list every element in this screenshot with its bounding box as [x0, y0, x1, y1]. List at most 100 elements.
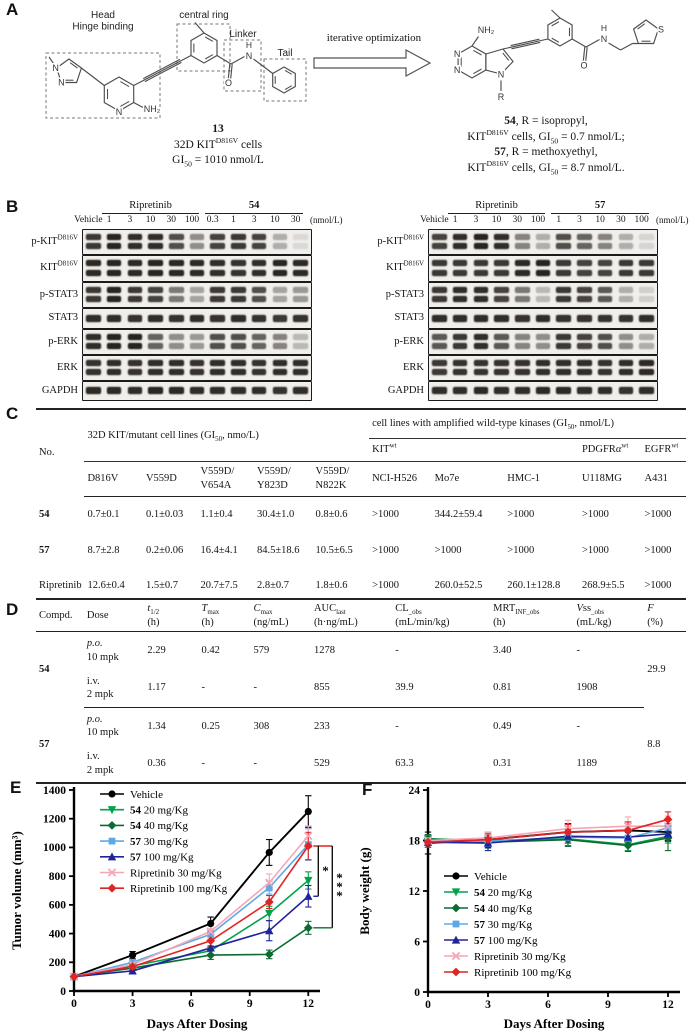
lane-concentration-label: 1 — [452, 215, 458, 225]
caption-line: 54, R = isopropyl, — [504, 115, 588, 127]
svg-text:1200: 1200 — [43, 814, 66, 826]
blot-strip — [428, 355, 658, 381]
gi50-value: >1000 — [507, 544, 535, 556]
atom-label: NH₂ — [144, 104, 161, 114]
concentration-unit-label: (nmol/L) — [310, 215, 343, 225]
blot-row-label: p-KITD816V — [377, 234, 424, 247]
svg-text:400: 400 — [49, 928, 67, 940]
blot-row-label: ERK — [403, 361, 424, 373]
treatment-compound-label: 57 — [551, 199, 649, 214]
panel-b-label: B — [6, 197, 19, 216]
atom-label: N — [454, 65, 461, 75]
pk-value: 0.25 — [201, 720, 220, 732]
treatment-ripretinib-label: Ripretinib — [447, 199, 546, 214]
head-label: Head — [91, 10, 115, 21]
pk-value: 529 — [313, 757, 330, 769]
table-row: i.v. 2 mpk 0.36 - - 529 63.3 0.31 1189 — [36, 745, 686, 783]
legend-entry: 54 20 mg/Kg — [130, 805, 189, 817]
pk-value: - — [250, 669, 311, 708]
lane-concentration-label: 3 — [127, 215, 133, 225]
table-row: 54 p.o. 10 mpk 2.29 0.42 579 1278 - 3.40 - 29.9 — [36, 632, 686, 675]
svg-text:600: 600 — [49, 900, 67, 912]
blot-row: GAPDH — [350, 381, 658, 401]
legend-entry: Ripretinib 100 mg/Kg — [130, 883, 228, 895]
blot-strip — [428, 308, 658, 329]
blot-row: p-STAT3 — [350, 282, 658, 308]
blot-row: p-KITD816V — [4, 229, 312, 255]
svg-text:6: 6 — [188, 998, 194, 1010]
gi50-value: >1000 — [434, 544, 462, 556]
body-weight-chart: 0 6 12 18 24 0 3 6 9 12 Days After Dosing Body weig… — [357, 785, 680, 1031]
pk-colhead: t1/2 (h) — [144, 599, 199, 633]
gi50-value: >1000 — [581, 544, 609, 556]
treatment-compound-label: 54 — [205, 199, 303, 214]
significance-star: * — [336, 879, 343, 894]
western-blot-57: Ripretinib 57 Vehicle 1 3 10 30 100 1 3 10 30 100 (nm… — [350, 199, 695, 403]
gi50-value: 260.1±128.8 — [507, 580, 561, 592]
lane-concentration-label: 100 — [184, 215, 200, 225]
gi50-value: 0.7±0.1 — [87, 509, 120, 520]
blot-row-label: p-STAT3 — [39, 288, 78, 300]
blot-row-label: ERK — [57, 361, 78, 373]
dose-cell: i.v. 2 mpk — [83, 669, 145, 708]
compound-13-gi50: GI50 = 1010 nmol/L — [172, 154, 264, 169]
blot-row: STAT3 — [350, 308, 658, 329]
pk-value: 1278 — [313, 645, 335, 657]
blot-strip — [82, 282, 312, 308]
pharmacokinetics-table: Compd. Dose t1/2 (h) Tmax (h) Cmax (ng/mL) AUCla… — [36, 598, 686, 785]
caption-line: 57, R = methoxyethyl, — [494, 146, 598, 158]
tail-label: Tail — [277, 48, 292, 59]
colhead-cell-line: D816V — [84, 461, 143, 497]
pk-value: 0.31 — [493, 757, 512, 769]
caption-line: KITD816V cells, GI50 = 0.7 nmol/L; — [467, 127, 625, 145]
colhead-cell-line: Mo7e — [431, 461, 505, 497]
colhead-cell-line: U118MG — [578, 461, 642, 497]
svg-text:1400: 1400 — [43, 785, 66, 797]
atom-label: O — [225, 78, 232, 88]
gi50-value: 12.6±0.4 — [87, 580, 125, 592]
lane-concentration-label: 10 — [595, 215, 605, 225]
blot-strip — [428, 381, 658, 401]
gi50-value: >1000 — [372, 544, 399, 556]
compound-name: 57 — [39, 544, 50, 556]
svg-text:1000: 1000 — [43, 842, 66, 854]
atom-label: O — [580, 61, 587, 71]
blot-row: p-ERK — [350, 329, 658, 355]
gi50-value: >1000 — [644, 544, 672, 556]
compound-13-caption: 13 32D KITD816V cells GI50 = 1010 nmol/L — [118, 122, 318, 169]
atom-label: N — [246, 51, 253, 61]
svg-text:Tumor volume (mm³): Tumor volume (mm³) — [9, 831, 24, 950]
pk-value: 1.34 — [147, 720, 166, 732]
pk-value: 0.42 — [201, 645, 220, 657]
lane-concentration-label: 100 — [530, 215, 546, 225]
lane-concentration-label: 30 — [616, 215, 626, 225]
svg-text:0: 0 — [71, 998, 77, 1010]
svg-text:3: 3 — [130, 998, 136, 1010]
significance-star: * — [336, 870, 343, 885]
gi50-value: 268.9±5.5 — [581, 580, 625, 592]
arrow-caption: iterative optimization — [326, 32, 422, 44]
pk-value: - — [395, 645, 399, 657]
blot-row: ERK — [4, 355, 312, 381]
svg-text:0: 0 — [60, 986, 66, 998]
pk-colhead: Tmax (h) — [198, 599, 251, 633]
legend-entry: Vehicle — [130, 789, 163, 801]
pk-colhead: MRTINF_obs (h) — [490, 599, 574, 633]
lane-concentration-label: Vehicle — [420, 215, 449, 225]
gi50-value: 344.2±59.4 — [434, 509, 483, 520]
pk-value: - — [201, 757, 205, 769]
significance-star: * — [336, 888, 343, 903]
legend-entry: 57 100 mg/Kg — [130, 852, 194, 864]
atom-label: S — [658, 25, 664, 35]
svg-text:24: 24 — [409, 785, 421, 797]
blot-row: p-ERK — [4, 329, 312, 355]
lane-concentration-label: Vehicle — [74, 215, 103, 225]
table-row: i.v. 2 mpk 1.17- -855 39.9 0.81 1908 — [36, 669, 686, 708]
svg-text:12: 12 — [303, 998, 315, 1010]
gi50-value: >1000 — [507, 509, 535, 520]
gi50-value: 16.4±4.1 — [200, 544, 238, 556]
blot-row-label: GAPDH — [41, 384, 78, 396]
lane-concentration-label: 10 — [145, 215, 156, 225]
